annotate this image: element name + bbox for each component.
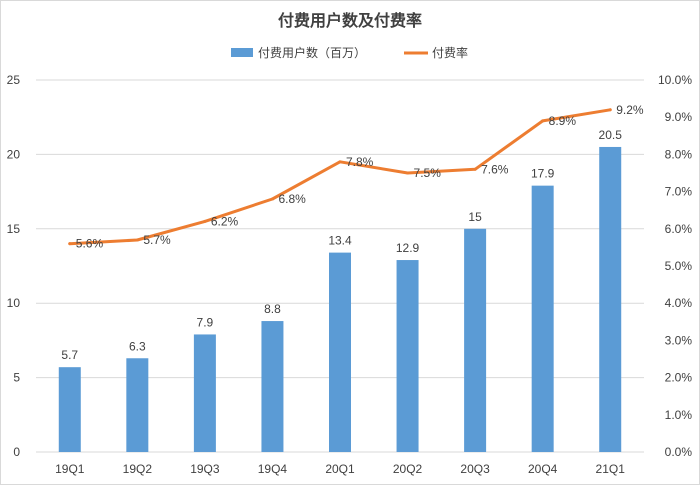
x-axis: 19Q1 19Q2 19Q3 19Q4 20Q1 20Q2 20Q3 20Q4 21Q1 (55, 462, 625, 476)
line-value-label: 9.2% (616, 103, 644, 117)
line-value-label: 7.8% (346, 155, 374, 169)
line-point (473, 167, 477, 171)
line-point (338, 160, 342, 164)
line-value-label: 8.9% (549, 114, 577, 128)
line-point (135, 238, 139, 242)
left-tick-label: 0 (13, 445, 20, 459)
right-tick-label: 8.0% (665, 147, 693, 161)
line-point (68, 242, 72, 246)
left-tick-label: 15 (7, 222, 21, 236)
legend-label-bar: 付费用户数（百万） (258, 45, 366, 60)
left-axis: 0 5 10 15 20 25 (7, 73, 21, 459)
line-value-label: 5.7% (143, 233, 171, 247)
category-label: 20Q3 (460, 462, 490, 476)
line-series (68, 108, 612, 246)
right-tick-label: 10.0% (658, 73, 692, 87)
bar (396, 260, 419, 452)
category-label: 20Q1 (325, 462, 355, 476)
bar-value-label: 5.7 (61, 348, 78, 362)
bar (126, 358, 149, 452)
bar-value-label: 20.5 (599, 128, 623, 142)
category-label: 20Q2 (393, 462, 423, 476)
line-point (203, 219, 207, 223)
line-point (406, 171, 410, 175)
bar-value-label: 7.9 (197, 315, 214, 329)
line-value-label: 5.6% (76, 237, 104, 251)
bar-value-label: 17.9 (531, 167, 555, 181)
line-point (541, 119, 545, 123)
category-label: 19Q2 (123, 462, 153, 476)
line-value-label: 6.8% (278, 192, 306, 206)
bar-value-label: 12.9 (396, 241, 420, 255)
rate-line (68, 108, 612, 246)
bar (193, 334, 216, 452)
right-axis: 0.0% 1.0% 2.0% 3.0% 4.0% 5.0% 6.0% 7.0% 8.0% 9.0%… (658, 73, 692, 459)
category-label: 20Q4 (528, 462, 558, 476)
left-tick-label: 10 (7, 296, 21, 310)
category-label: 21Q1 (596, 462, 626, 476)
legend-swatch-bar (231, 48, 253, 57)
bar-value-label: 6.3 (129, 339, 146, 353)
bar-value-label: 15 (468, 210, 482, 224)
category-label: 19Q3 (190, 462, 220, 476)
right-tick-label: 3.0% (665, 333, 693, 347)
right-tick-label: 0.0% (665, 445, 693, 459)
right-tick-label: 4.0% (665, 296, 693, 310)
legend-label-line: 付费率 (432, 45, 468, 60)
left-tick-label: 20 (7, 147, 21, 161)
right-tick-label: 1.0% (665, 408, 693, 422)
bar (531, 185, 554, 452)
left-tick-label: 5 (13, 371, 20, 385)
line-data-labels: 5.6% 5.7% 6.2% 6.8% 7.8% 7.5% 7.6% 8.9% 9.2% (76, 103, 644, 251)
bar-value-label: 8.8 (264, 302, 281, 316)
category-label: 19Q1 (55, 462, 85, 476)
line-value-label: 7.6% (481, 162, 509, 176)
line-value-label: 7.5% (414, 166, 442, 180)
bar (599, 146, 622, 452)
right-tick-label: 7.0% (665, 185, 693, 199)
bar-value-label: 13.4 (328, 234, 352, 248)
line-point (608, 108, 612, 112)
right-tick-label: 9.0% (665, 110, 693, 124)
right-tick-label: 2.0% (665, 371, 693, 385)
left-tick-label: 25 (7, 73, 21, 87)
bar (464, 228, 487, 452)
bar-series (58, 146, 622, 452)
bar-data-labels: 5.7 6.3 7.9 8.8 13.4 12.9 15 17.9 20.5 (61, 128, 622, 362)
line-value-label: 6.2% (211, 214, 239, 228)
right-tick-label: 5.0% (665, 259, 693, 273)
right-tick-label: 6.0% (665, 222, 693, 236)
line-point (270, 197, 274, 201)
legend: 付费用户数（百万） 付费率 (231, 45, 468, 60)
bar (58, 367, 81, 452)
chart-title: 付费用户数及付费率 (278, 11, 422, 30)
category-label: 19Q4 (258, 462, 288, 476)
bar (261, 321, 284, 452)
bar (329, 252, 351, 452)
